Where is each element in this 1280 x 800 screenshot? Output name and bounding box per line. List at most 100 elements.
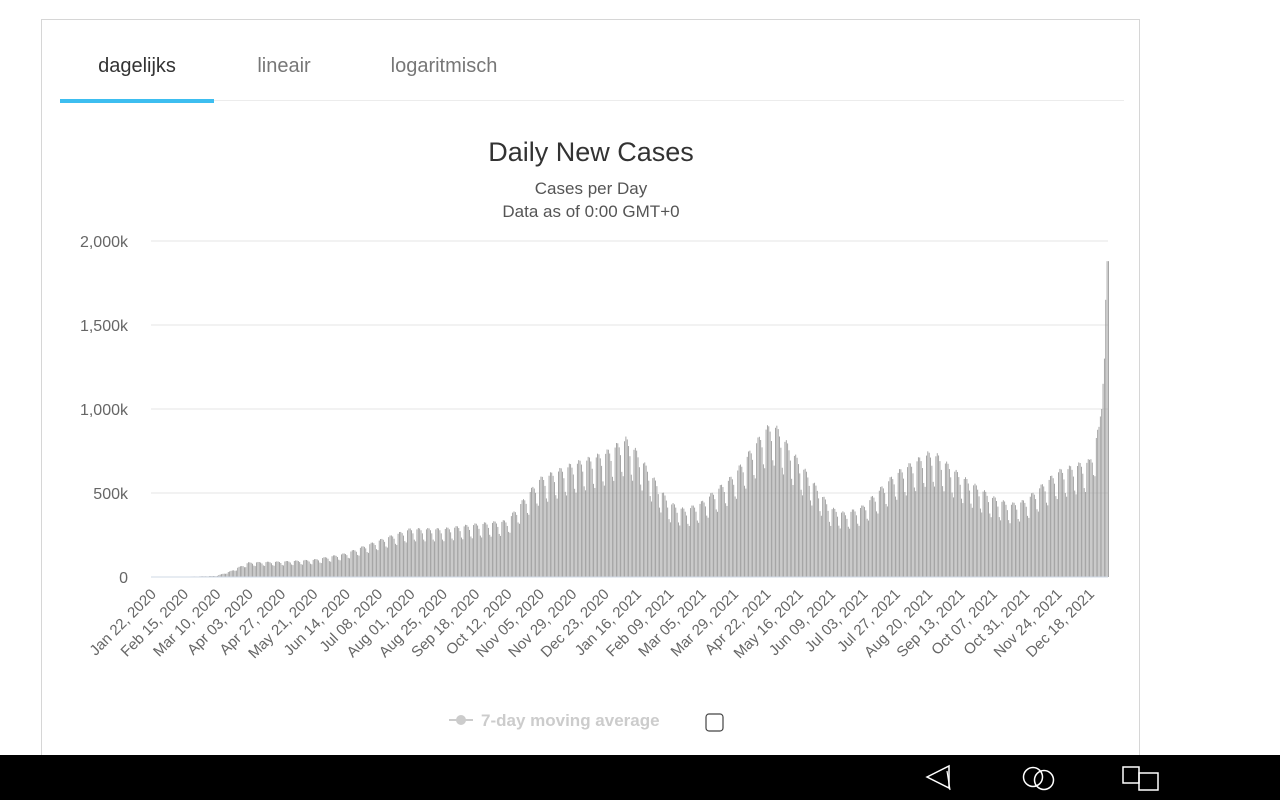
daily-cases-bar [554,482,555,577]
daily-cases-bar [624,441,625,577]
daily-cases-bar [256,562,258,577]
daily-cases-bar [715,509,717,577]
daily-cases-bar [458,528,460,577]
daily-cases-bar [288,561,290,577]
daily-cases-bar [492,522,493,577]
daily-cases-bar [1071,469,1073,577]
daily-cases-bar [417,528,419,577]
daily-cases-bar [401,533,403,577]
back-triangle-icon[interactable] [923,763,955,793]
daily-cases-bar [252,563,253,577]
daily-cases-bar [1024,502,1026,577]
daily-cases-bar [277,561,279,577]
daily-cases-bar [285,560,287,577]
daily-cases-bar [562,471,563,577]
daily-cases-bar [959,484,961,577]
daily-cases-bar [686,515,687,577]
daily-cases-bar [1086,462,1088,577]
daily-cases-bar [807,477,809,577]
daily-cases-bar [378,540,380,577]
daily-cases-bar [1033,494,1035,577]
tab-linear[interactable]: lineair [214,20,354,100]
daily-cases-bar [981,512,983,577]
daily-cases-bar [983,490,985,577]
daily-cases-bar [909,463,911,577]
daily-cases-bar [540,476,542,577]
daily-cases-bar [667,507,669,577]
daily-cases-bar [564,491,566,577]
y-tick-label: 1,500k [80,318,129,335]
daily-cases-bar [239,566,241,577]
daily-cases-bar [1009,523,1011,577]
daily-cases-bar [539,479,541,577]
daily-cases-bar [219,574,221,577]
daily-cases-bar [1081,466,1082,577]
daily-cases-bar [893,484,895,577]
daily-cases-bar [1066,496,1068,577]
legend-checkbox[interactable] [705,713,724,732]
daily-cases-bar [779,436,780,577]
daily-cases-bar [574,488,576,577]
daily-cases-bar [342,553,344,577]
daily-cases-bar [966,479,968,577]
chart-card: dagelijks lineair logaritmisch [41,19,1140,779]
daily-cases-bar [842,511,844,577]
daily-cases-bar [634,447,636,577]
daily-cases-bar [532,486,534,577]
daily-cases-bar [792,484,794,577]
daily-cases-bar [222,573,224,577]
daily-cases-bar [1078,462,1080,577]
daily-cases-bar [647,471,648,577]
daily-cases-bar [400,531,402,577]
tab-logarithmic[interactable]: logaritmisch [354,20,534,100]
daily-cases-bar [521,500,523,577]
daily-cases-bar [435,529,437,577]
daily-cases-bar [471,538,473,577]
daily-cases-bar [969,490,971,577]
daily-cases-bar [1016,509,1018,577]
daily-cases-bar [265,562,267,577]
daily-cases-bar [822,497,824,577]
daily-cases-bar [967,483,969,577]
daily-cases-bar [1027,515,1028,577]
daily-cases-bar [1059,468,1061,577]
recents-squares-icon[interactable] [1120,763,1162,793]
daily-cases-bar [835,511,837,577]
daily-cases-bar [388,537,390,577]
daily-cases-bar [878,490,880,577]
daily-cases-bar [334,555,336,577]
daily-cases-bar [275,561,276,577]
daily-cases-bar [1048,479,1050,577]
daily-cases-bar [350,551,352,577]
home-circles-icon[interactable] [1020,763,1060,793]
daily-cases-bar [486,524,488,577]
daily-cases-bar [314,559,315,577]
daily-cases-bar [649,496,651,577]
daily-cases-bar [382,539,384,577]
daily-cases-bar [506,525,508,577]
daily-cases-bar [349,558,351,577]
daily-cases-bar [936,453,938,577]
daily-cases-bar [257,561,259,577]
daily-cases-bar [531,487,532,577]
daily-cases-bar [750,453,752,577]
daily-cases-bar [672,503,674,577]
legend[interactable]: 7-day moving average [449,711,724,732]
daily-cases-bar [571,467,573,577]
daily-cases-bar [504,520,506,577]
daily-cases-bar [620,455,621,577]
daily-cases-bar [1108,261,1109,577]
daily-cases-bar [824,499,826,577]
daily-cases-bar [544,485,546,577]
daily-cases-bar [1039,488,1041,577]
tab-daily[interactable]: dagelijks [60,20,214,103]
daily-cases-bar [880,486,882,577]
daily-cases-bar [230,570,232,577]
daily-cases-bar [578,460,580,577]
daily-cases-bar [448,529,450,577]
daily-cases-bar [884,493,886,577]
daily-cases-bar [365,548,367,577]
daily-cases-bar [1089,459,1090,577]
daily-cases-bar [924,486,926,577]
daily-cases-bar [297,561,299,577]
